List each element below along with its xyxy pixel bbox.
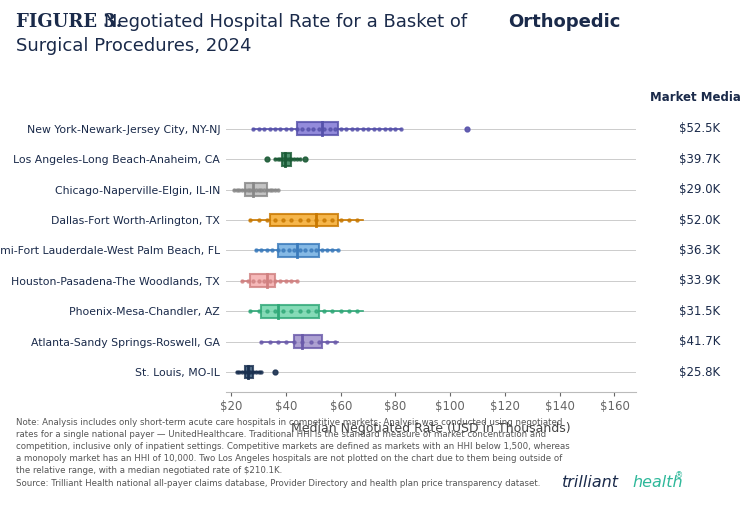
- Text: $31.5K: $31.5K: [679, 305, 720, 318]
- Bar: [278, 244, 319, 257]
- Text: $33.9K: $33.9K: [679, 275, 720, 288]
- Text: $52.5K: $52.5K: [679, 122, 720, 135]
- Bar: [261, 305, 319, 318]
- Text: $25.8K: $25.8K: [679, 365, 720, 378]
- Text: Note: Analysis includes only short-term acute care hospitals in competitive mark: Note: Analysis includes only short-term …: [16, 418, 570, 487]
- Text: Negotiated Hospital Rate for a Basket of: Negotiated Hospital Rate for a Basket of: [104, 13, 467, 31]
- Bar: [297, 122, 338, 135]
- Text: Orthopedic: Orthopedic: [508, 13, 621, 31]
- Text: Market Median: Market Median: [650, 91, 740, 104]
- Bar: [294, 335, 321, 348]
- Bar: [245, 366, 253, 378]
- Text: FIGURE 3.: FIGURE 3.: [16, 13, 122, 31]
- Bar: [282, 153, 292, 166]
- X-axis label: Median Negotiated Rate (USD in Thousands): Median Negotiated Rate (USD in Thousands…: [292, 421, 571, 434]
- Text: $41.7K: $41.7K: [679, 335, 720, 348]
- Text: $39.7K: $39.7K: [679, 153, 720, 166]
- Text: ®: ®: [675, 471, 683, 480]
- Text: Surgical Procedures, 2024: Surgical Procedures, 2024: [16, 37, 252, 56]
- Bar: [250, 275, 275, 287]
- Text: trilliant: trilliant: [562, 475, 619, 490]
- Text: $36.3K: $36.3K: [679, 244, 720, 257]
- Bar: [245, 183, 266, 196]
- Text: $29.0K: $29.0K: [679, 183, 720, 196]
- Text: $52.0K: $52.0K: [679, 213, 720, 226]
- Bar: [269, 214, 338, 226]
- Text: health: health: [633, 475, 683, 490]
